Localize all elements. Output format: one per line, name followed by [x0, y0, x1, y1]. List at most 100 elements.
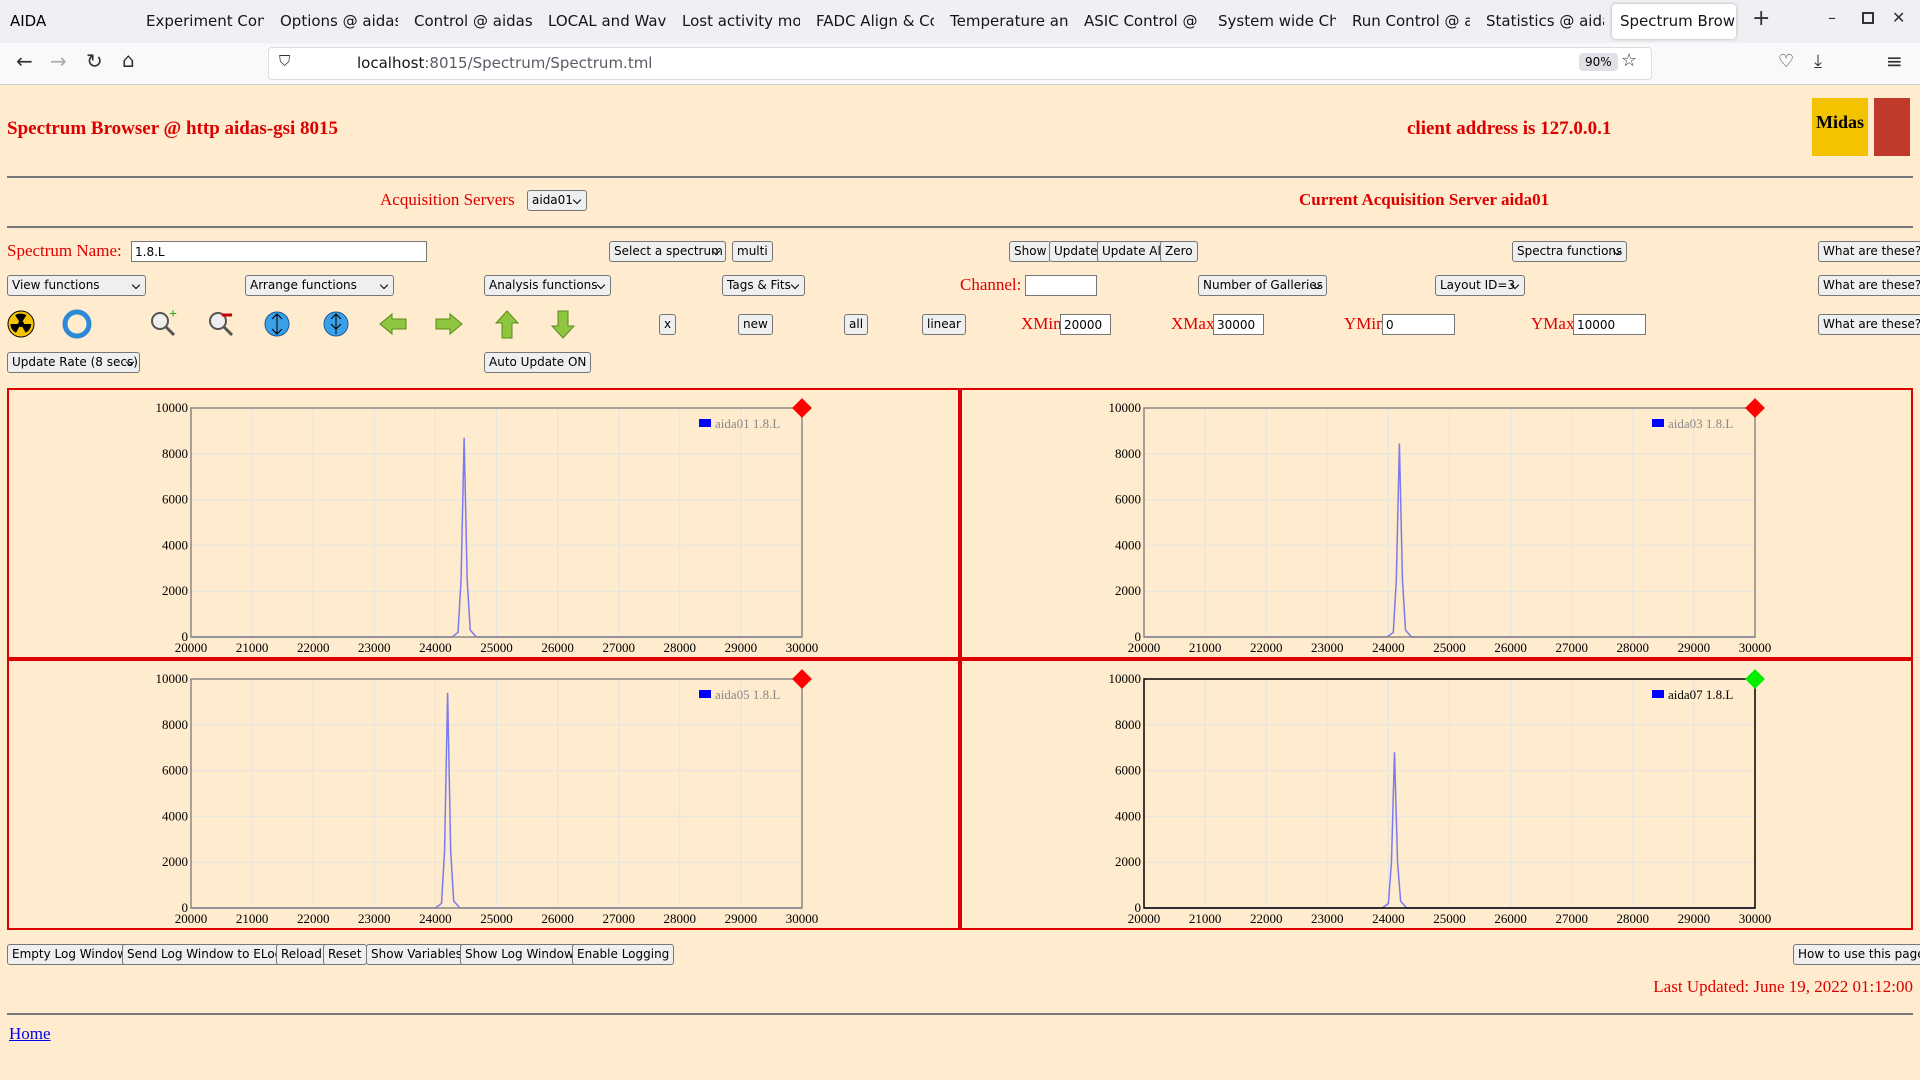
y-tick-label: 10000 [156, 671, 189, 686]
close-window[interactable]: ✕ [1892, 8, 1906, 27]
help-button[interactable]: What are these? [1818, 314, 1920, 335]
footer-button[interactable]: Reload [276, 944, 327, 965]
footer-button[interactable]: Send Log Window to ELog [122, 944, 288, 965]
x-tick-label: 20000 [175, 640, 208, 655]
x-tick-label: 21000 [1189, 640, 1222, 655]
menu[interactable]: ≡ [1886, 49, 1903, 73]
footer-button[interactable]: Show Log Window [460, 944, 579, 965]
tab[interactable]: Control @ aidas- [414, 12, 532, 30]
zoom-out-icon[interactable] [209, 312, 234, 337]
current-server: Current Acquisition Server aida01 [1299, 190, 1550, 209]
x-tick-label: 23000 [358, 640, 391, 655]
tab[interactable]: Temperature and [950, 12, 1068, 30]
spectra-functions[interactable]: Spectra functions [1512, 241, 1627, 262]
y-tick-label: 8000 [162, 446, 188, 461]
ymin-input[interactable] [1382, 314, 1455, 335]
update-button[interactable]: Update [1049, 241, 1103, 262]
help-page-button[interactable]: How to use this page [1793, 944, 1920, 965]
help-button[interactable]: What are these? [1818, 275, 1920, 296]
new-tab[interactable]: + [1752, 6, 1771, 31]
zoom[interactable]: 90% [1579, 53, 1618, 71]
spectrum-input[interactable] [131, 241, 427, 262]
update-rate[interactable]: Update Rate (8 secs) [7, 352, 140, 373]
y-tick-label: 6000 [1115, 763, 1141, 778]
y-tick-label: 0 [1135, 900, 1142, 915]
y-tick-label: 8000 [1115, 446, 1141, 461]
spectrum-line [191, 437, 802, 638]
app-label: AIDA [10, 12, 47, 30]
compress-y-icon[interactable] [323, 311, 349, 337]
right-arrow-icon[interactable] [435, 312, 463, 336]
server-select[interactable]: aida01 [527, 190, 587, 211]
pocket[interactable]: ♡ [1778, 51, 1795, 72]
ymax-input[interactable] [1573, 314, 1646, 335]
tab[interactable]: Spectrum Brow [1612, 4, 1736, 39]
x-tick-label: 28000 [664, 640, 697, 655]
tab[interactable]: Experiment Contr [146, 12, 264, 30]
client-address: client address is 127.0.0.1 [1407, 118, 1612, 139]
update-all-button[interactable]: Update All [1097, 241, 1170, 262]
y-tick-label: 10000 [1109, 671, 1142, 686]
forward[interactable]: → [50, 49, 67, 73]
tags-fits[interactable]: Tags & Fits [722, 275, 805, 296]
chart-cell [7, 659, 960, 930]
maximize[interactable] [1862, 12, 1874, 24]
spectrum-select[interactable]: Select a spectrum [609, 241, 726, 262]
home-link[interactable]: Home [9, 1024, 51, 1043]
x-tick-label: 26000 [541, 911, 574, 926]
tab[interactable]: Statistics @ aida [1486, 12, 1604, 30]
legend-swatch [699, 690, 711, 698]
xmax-input[interactable] [1213, 314, 1264, 335]
analysis-functions[interactable]: Analysis functions [484, 275, 611, 296]
url-host: localhost [357, 54, 425, 72]
expand-y-icon[interactable] [264, 311, 290, 337]
left-arrow-icon[interactable] [379, 312, 407, 336]
multi-button[interactable]: multi [732, 241, 773, 262]
x-button[interactable]: x [659, 314, 677, 335]
all-button[interactable]: all [844, 314, 869, 335]
tab[interactable]: System wide Che [1218, 12, 1336, 30]
auto-update-button[interactable]: Auto Update ON [484, 352, 592, 373]
footer-button[interactable]: Reset [323, 944, 367, 965]
zero-button[interactable]: Zero [1160, 241, 1198, 262]
minimize[interactable]: – [1828, 8, 1836, 27]
tab[interactable]: ASIC Control @ a [1084, 12, 1202, 30]
xmin-input[interactable] [1060, 314, 1111, 335]
help-button[interactable]: What are these? [1818, 241, 1920, 262]
channel-input[interactable] [1025, 275, 1097, 296]
url-field[interactable]: ⛉ localhost:8015/Spectrum/Spectrum.tml 9… [268, 47, 1652, 80]
layout-select[interactable]: Layout ID=3 [1435, 275, 1525, 296]
y-tick-label: 2000 [162, 583, 188, 598]
home[interactable]: ⌂ [122, 48, 135, 72]
linear-button[interactable]: linear [922, 314, 966, 335]
new-button[interactable]: new [738, 314, 773, 335]
footer-button[interactable]: Empty Log Window [7, 944, 133, 965]
footer-button[interactable]: Show Variables [366, 944, 468, 965]
arrange-functions[interactable]: Arrange functions [245, 275, 394, 296]
x-tick-label: 22000 [297, 911, 330, 926]
bookmark-star[interactable]: ☆ [1621, 50, 1638, 71]
y-tick-label: 2000 [1115, 583, 1141, 598]
x-tick-label: 27000 [1555, 911, 1588, 926]
x-tick-label: 26000 [541, 640, 574, 655]
tab-bar: AIDA Experiment Contr Options @ aidas- Con… [0, 0, 1920, 43]
down-arrow-icon[interactable] [550, 310, 576, 339]
radiation-icon[interactable] [7, 310, 35, 338]
legend-swatch [1652, 419, 1664, 427]
refresh-icon[interactable] [62, 309, 92, 339]
show-button[interactable]: Show [1009, 241, 1052, 262]
galleries-select[interactable]: Number of Galleries [1198, 275, 1327, 296]
tab[interactable]: LOCAL and Wave [548, 12, 666, 30]
reload[interactable]: ↻ [86, 49, 103, 73]
back[interactable]: ← [16, 49, 33, 73]
xmax-label: XMax [1171, 314, 1215, 333]
view-functions[interactable]: View functions [7, 275, 146, 296]
footer-button[interactable]: Enable Logging [572, 944, 675, 965]
tab[interactable]: FADC Align & Co [816, 12, 934, 30]
downloads[interactable]: ⤓ [1814, 51, 1822, 72]
tab[interactable]: Lost activity mon [682, 12, 800, 30]
up-arrow-icon[interactable] [494, 310, 520, 339]
tab[interactable]: Options @ aidas- [280, 12, 398, 30]
tab[interactable]: Run Control @ ai [1352, 12, 1470, 30]
zoom-in-icon[interactable]: + [151, 307, 177, 337]
